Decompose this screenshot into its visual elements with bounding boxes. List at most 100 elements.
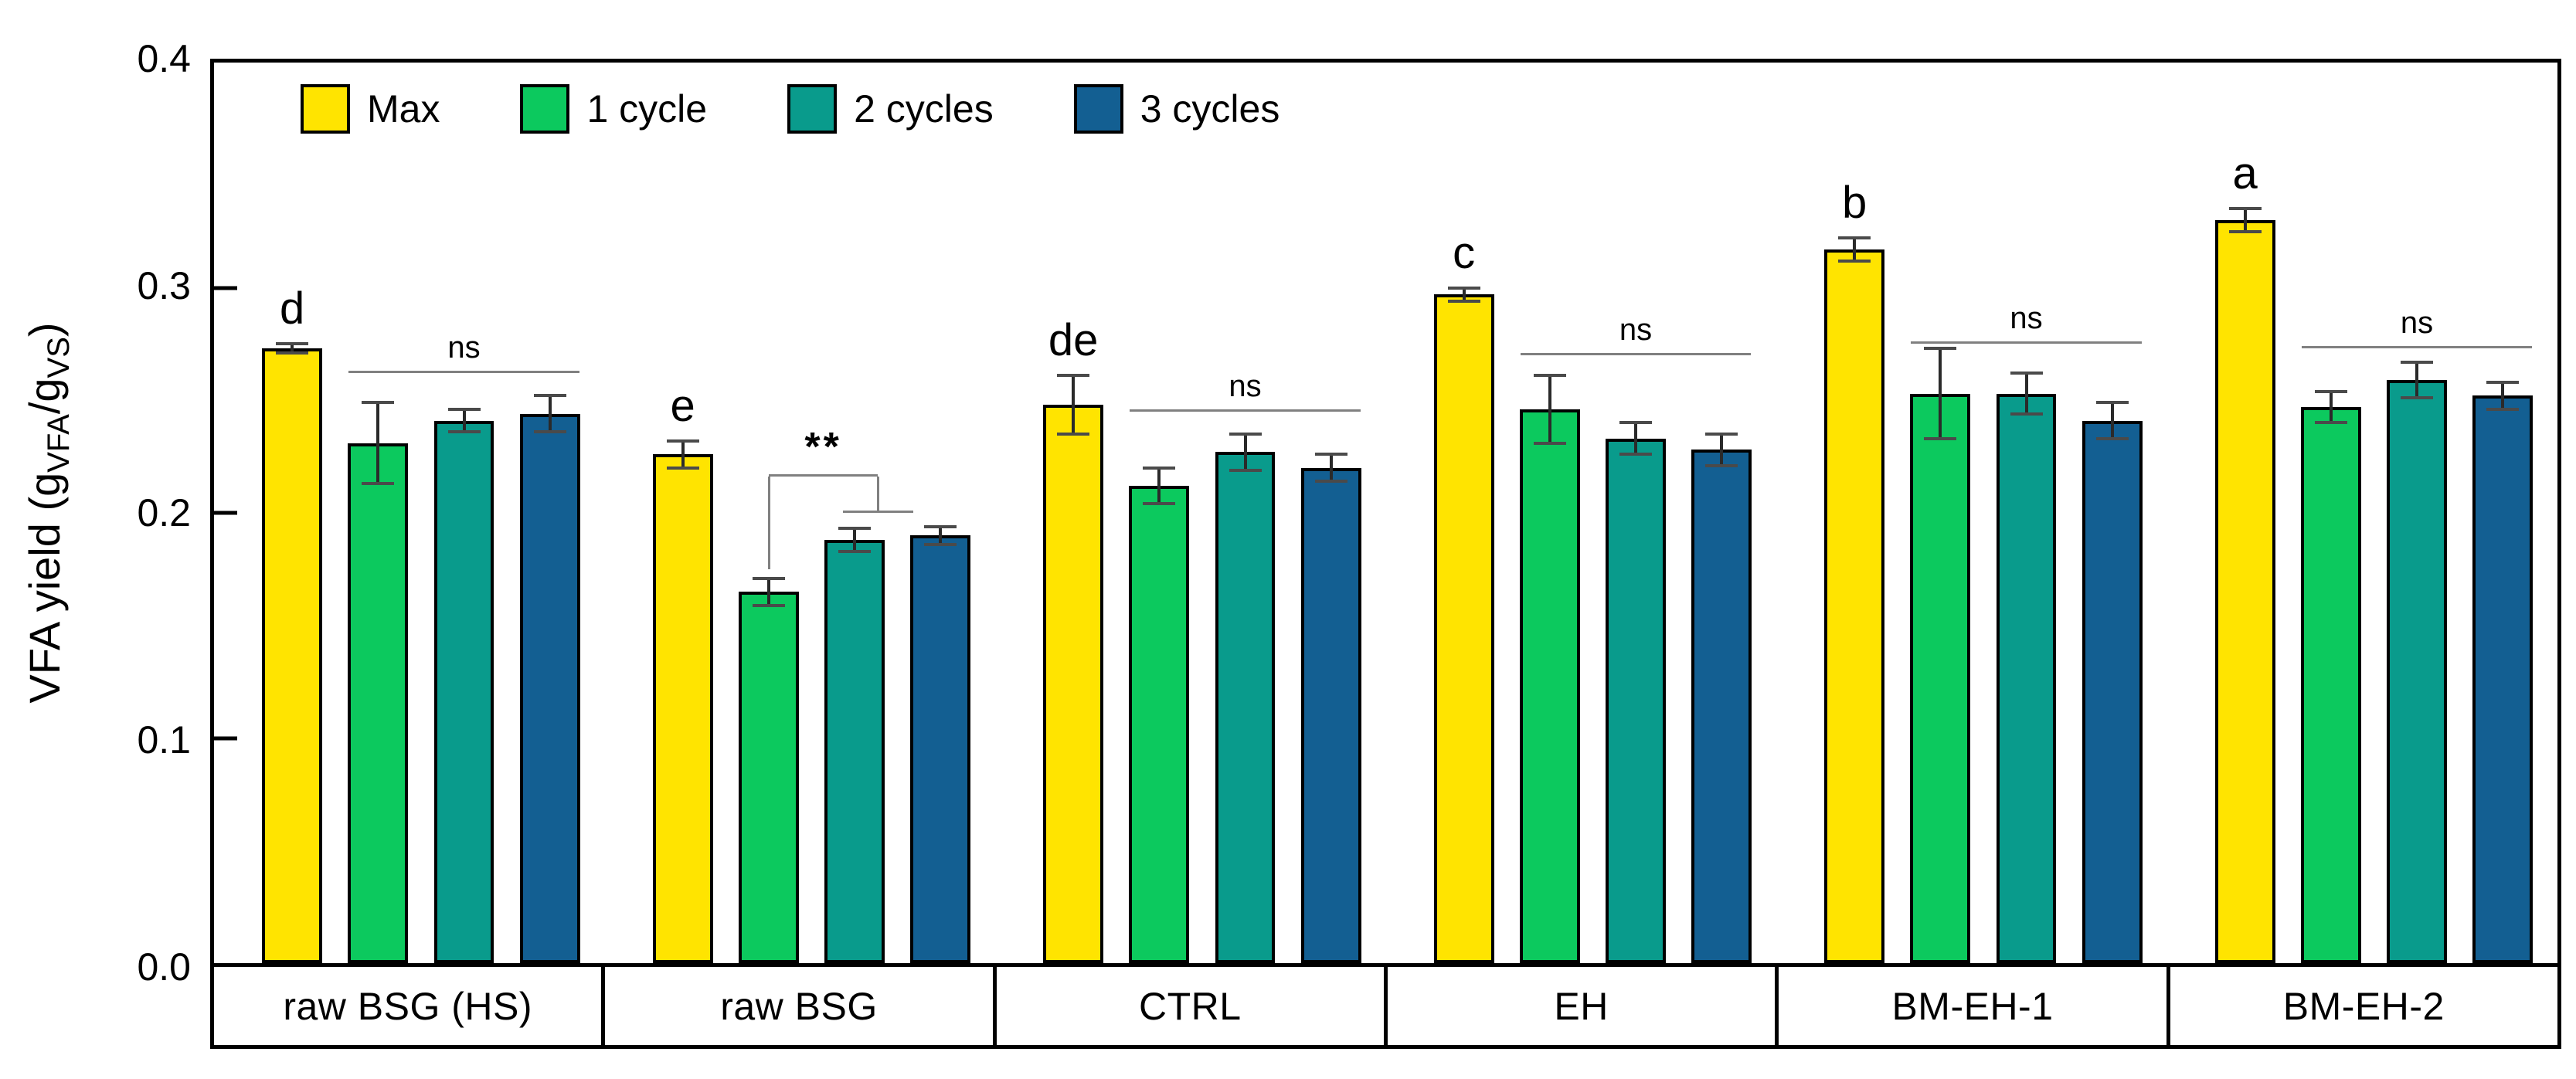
legend-swatch — [520, 84, 570, 134]
error-bar-cap — [362, 401, 395, 405]
error-bar-cap — [1838, 236, 1871, 240]
y-axis-title-text: VFA yield (g — [19, 472, 69, 704]
error-bar — [462, 409, 466, 433]
error-bar-cap — [1314, 453, 1347, 456]
ns-line — [1520, 352, 1752, 355]
error-bar-cap — [924, 542, 957, 546]
error-bar — [1548, 375, 1551, 443]
legend-item: 3 cycles — [1073, 84, 1280, 134]
bar — [348, 443, 409, 963]
error-bar — [1720, 434, 1724, 466]
error-bar — [1853, 238, 1857, 261]
error-bar-cap — [2010, 412, 2043, 416]
error-bar-cap — [2486, 407, 2520, 411]
legend-label: 3 cycles — [1140, 87, 1280, 131]
ns-line — [2301, 346, 2533, 349]
error-bar-cap — [1533, 441, 1566, 445]
error-bar-cap — [533, 430, 566, 434]
bar — [1300, 467, 1361, 963]
error-bar — [2501, 382, 2505, 409]
error-bar-cap — [276, 342, 309, 346]
y-tick-label: 0.4 — [137, 37, 191, 80]
bar — [1129, 486, 1190, 963]
y-axis-title-text: /g — [19, 378, 69, 415]
error-bar — [376, 402, 380, 484]
ns-label: ns — [1229, 368, 1262, 403]
error-bar-cap — [447, 430, 481, 434]
error-bar-cap — [2228, 207, 2262, 211]
bar-group: a ns — [2167, 63, 2558, 963]
error-bar-cap — [1924, 347, 1957, 351]
legend-item: 2 cycles — [787, 84, 994, 134]
y-tick-label: 0.1 — [137, 718, 191, 762]
ns-label: ns — [447, 331, 481, 365]
legend-swatch — [1073, 84, 1123, 134]
error-bar — [1243, 434, 1247, 470]
plot-inner: d ns e ** de ns c ns b ns a ns — [214, 63, 2557, 963]
error-bar-cap — [2401, 396, 2434, 400]
error-bar-cap — [533, 394, 566, 398]
bar — [2472, 395, 2534, 963]
bar-group: d ns — [214, 63, 605, 963]
bar — [1910, 393, 1971, 963]
error-bar-cap — [276, 351, 309, 355]
error-bar — [2329, 391, 2333, 423]
error-bar-cap — [838, 527, 872, 531]
error-bar-cap — [1314, 480, 1347, 484]
bar — [910, 535, 971, 963]
error-bar — [939, 526, 943, 545]
bar-group: c ns — [1386, 63, 1777, 963]
bar — [2082, 420, 2143, 963]
error-bar-cap — [752, 576, 785, 580]
error-bar-cap — [362, 482, 395, 486]
ns-label: ns — [2010, 301, 2043, 336]
bar — [1691, 450, 1752, 963]
error-bar-cap — [1838, 259, 1871, 263]
y-tick-mark — [214, 511, 237, 515]
error-bar — [2024, 373, 2028, 414]
error-bar-cap — [1229, 468, 1262, 472]
error-bar — [681, 440, 685, 468]
error-bar-cap — [2095, 401, 2129, 405]
legend-item: Max — [301, 84, 440, 134]
error-bar-cap — [2010, 372, 2043, 375]
error-bar-cap — [2401, 360, 2434, 364]
bar — [1996, 393, 2057, 963]
bar — [1606, 438, 1666, 963]
bar — [2214, 220, 2275, 963]
bar — [1519, 409, 1580, 963]
error-bar-cap — [666, 439, 699, 443]
error-bar-cap — [2095, 436, 2129, 440]
error-bar-cap — [666, 466, 699, 470]
y-tick-label: 0.0 — [137, 945, 191, 989]
error-bar — [291, 344, 294, 354]
bracket-left-drop — [767, 477, 770, 569]
bar — [738, 592, 799, 963]
error-bar — [1634, 422, 1638, 455]
stars-label: ** — [804, 425, 842, 470]
bar-group: de ns — [995, 63, 1386, 963]
error-bar-cap — [2314, 421, 2347, 425]
error-bar — [2110, 402, 2114, 439]
x-axis-category-band: raw BSG (HS) raw BSG CTRL EH BM-EH-1 BM-EH-2 — [210, 963, 2561, 1049]
y-tick-label: 0.2 — [137, 491, 191, 534]
error-bar — [853, 528, 857, 551]
bar — [652, 454, 713, 963]
bar — [1433, 294, 1494, 963]
y-tick-mark — [214, 286, 237, 290]
error-bar-cap — [447, 407, 481, 411]
legend-label: 1 cycle — [586, 87, 708, 131]
bar-group: b ns — [1776, 63, 2167, 963]
legend-item: 1 cycle — [520, 84, 707, 134]
plot-area: d ns e ** de ns c ns b ns a ns Max 1 cycle 2 cycles 3 … — [210, 59, 2561, 967]
error-bar-cap — [752, 603, 785, 607]
legend-swatch — [787, 84, 838, 134]
y-axis-title-sub-vfa: VFA — [42, 414, 76, 473]
error-bar — [1072, 375, 1076, 434]
x-category-label: raw BSG — [605, 967, 997, 1045]
error-bar — [766, 578, 770, 606]
significance-letter: a — [2232, 148, 2258, 199]
error-bar-cap — [1447, 300, 1480, 303]
error-bar — [1329, 454, 1333, 482]
